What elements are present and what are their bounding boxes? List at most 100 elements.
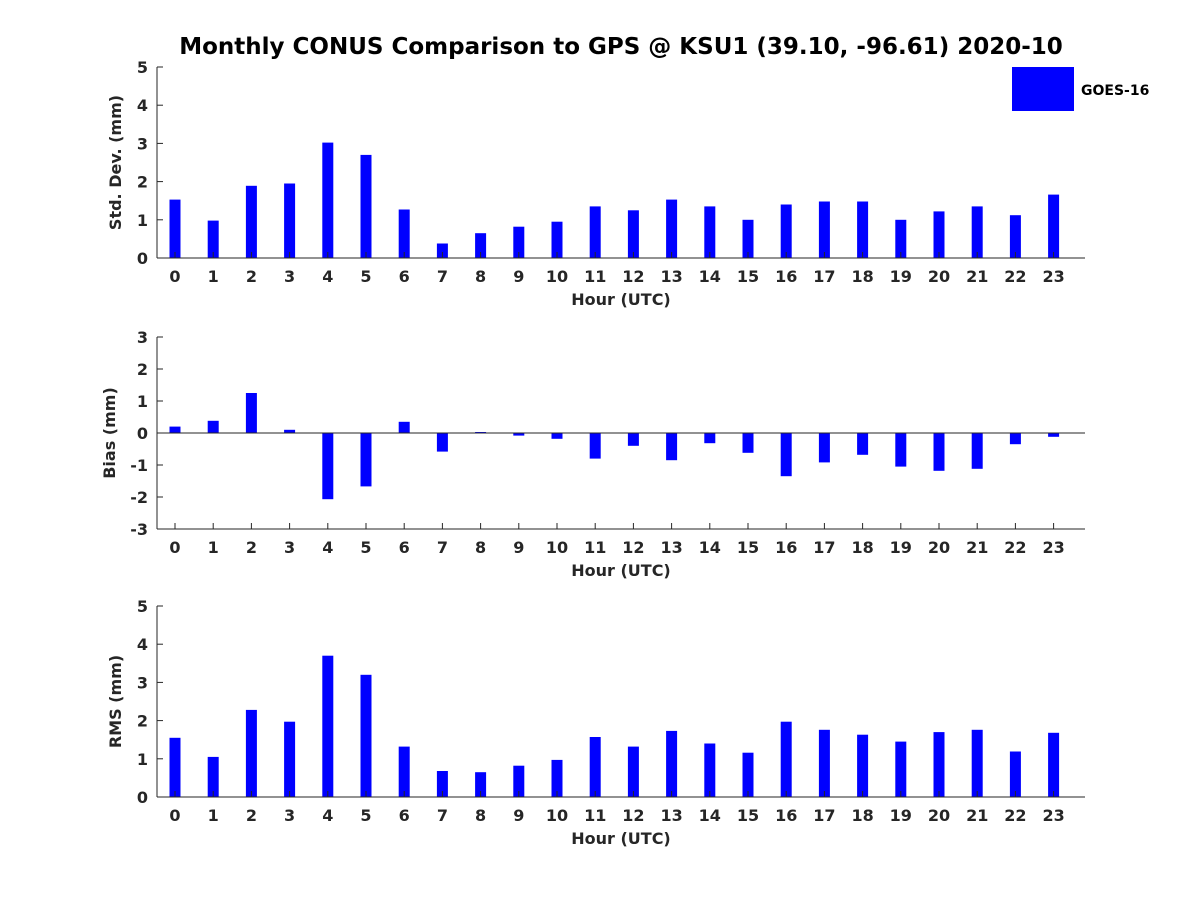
x-tick-label: 13 [660, 538, 682, 557]
bar-hour-23 [1048, 194, 1060, 258]
bar-hour-5 [360, 674, 372, 797]
x-tick-label: 10 [546, 806, 568, 825]
bar-hour-13 [666, 199, 678, 258]
x-tick-label: 18 [851, 806, 873, 825]
y-tick-label: 4 [137, 635, 148, 654]
bar-hour-2 [245, 709, 257, 797]
bar-hour-20 [933, 732, 945, 797]
x-tick-label: 23 [1042, 806, 1064, 825]
y-tick-label: 1 [137, 750, 148, 769]
bar-hour-7 [436, 771, 448, 797]
x-tick-label: 2 [246, 538, 257, 557]
x-tick-label: 14 [699, 806, 721, 825]
x-tick-label: 23 [1042, 267, 1064, 286]
bar-hour-15 [742, 219, 754, 258]
bar-hour-4 [322, 655, 334, 797]
x-tick-label: 16 [775, 538, 797, 557]
bar-hour-10 [551, 221, 563, 258]
x-tick-label: 5 [360, 806, 371, 825]
bar-hour-22 [1009, 433, 1021, 445]
x-tick-label: 9 [513, 806, 524, 825]
bar-hour-7 [436, 243, 448, 258]
bar-hour-9 [513, 226, 525, 258]
x-tick-label: 3 [284, 806, 295, 825]
bar-hour-23 [1048, 433, 1060, 437]
y-tick-label: 4 [137, 96, 148, 115]
y-tick-label: 0 [137, 788, 148, 807]
bar-hour-18 [857, 201, 869, 258]
y-tick-label: 2 [137, 173, 148, 192]
y-tick-label: 5 [137, 58, 148, 77]
bar-hour-4 [322, 142, 334, 258]
bar-hour-3 [284, 183, 296, 258]
x-tick-label: 2 [246, 806, 257, 825]
x-tick-label: 9 [513, 538, 524, 557]
x-tick-label: 7 [437, 538, 448, 557]
x-tick-label: 20 [928, 267, 950, 286]
x-tick-label: 8 [475, 267, 486, 286]
x-tick-label: 18 [851, 267, 873, 286]
x-tick-label: 11 [584, 538, 606, 557]
y-tick-label: -1 [130, 456, 148, 475]
bar-hour-19 [895, 433, 907, 467]
bar-hour-12 [627, 746, 639, 797]
bar-hour-17 [818, 201, 830, 258]
bar-hour-1 [207, 756, 219, 797]
x-tick-label: 18 [851, 538, 873, 557]
x-tick-label: 21 [966, 538, 988, 557]
x-tick-label: 17 [813, 806, 835, 825]
bar-hour-22 [1009, 215, 1021, 258]
x-tick-label: 1 [208, 806, 219, 825]
y-axis-label: Std. Dev. (mm) [106, 95, 125, 230]
bar-hour-8 [475, 233, 487, 258]
bar-hour-15 [742, 752, 754, 797]
x-tick-label: 0 [169, 538, 180, 557]
bar-hour-7 [436, 433, 448, 452]
x-tick-label: 21 [966, 267, 988, 286]
bar-hour-21 [971, 729, 983, 797]
bar-hour-16 [780, 721, 792, 797]
x-tick-label: 13 [660, 806, 682, 825]
bar-hour-21 [971, 433, 983, 469]
bar-hour-9 [513, 433, 525, 436]
bar-hour-10 [551, 759, 563, 797]
x-tick-label: 4 [322, 806, 333, 825]
x-tick-label: 13 [660, 267, 682, 286]
bar-hour-13 [666, 433, 678, 461]
x-tick-label: 17 [813, 267, 835, 286]
y-axis-label: RMS (mm) [106, 655, 125, 748]
x-tick-label: 8 [475, 538, 486, 557]
bar-hour-18 [857, 433, 869, 455]
y-tick-label: 1 [137, 392, 148, 411]
x-tick-label: 8 [475, 806, 486, 825]
bar-hour-3 [284, 429, 296, 433]
bar-hour-0 [169, 199, 181, 258]
x-tick-label: 16 [775, 806, 797, 825]
bar-hour-16 [780, 204, 792, 258]
y-tick-label: -3 [130, 520, 148, 539]
bar-hour-2 [245, 185, 257, 258]
x-tick-label: 22 [1004, 538, 1026, 557]
bar-hour-23 [1048, 732, 1060, 797]
x-tick-label: 17 [813, 538, 835, 557]
x-tick-label: 20 [928, 806, 950, 825]
legend: GOES-16 [1012, 67, 1149, 111]
bar-hour-1 [207, 220, 219, 258]
x-tick-label: 11 [584, 267, 606, 286]
x-tick-label: 12 [622, 538, 644, 557]
x-tick-label: 15 [737, 806, 759, 825]
bar-hour-5 [360, 154, 372, 258]
bar-hour-9 [513, 765, 525, 797]
x-tick-label: 9 [513, 267, 524, 286]
bar-hour-5 [360, 433, 372, 487]
legend-label: GOES-16 [1081, 83, 1149, 99]
x-axis-label: Hour (UTC) [571, 561, 671, 580]
x-tick-label: 12 [622, 806, 644, 825]
x-axis-label: Hour (UTC) [571, 290, 671, 309]
x-tick-label: 14 [699, 267, 721, 286]
x-tick-label: 15 [737, 538, 759, 557]
bar-hour-12 [627, 433, 639, 446]
chart-title: Monthly CONUS Comparison to GPS @ KSU1 (… [179, 34, 1063, 60]
